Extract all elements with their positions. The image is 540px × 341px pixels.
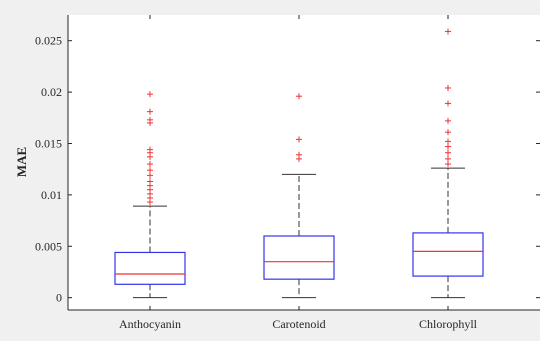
y-tick-label: 0.01 [41, 188, 62, 202]
outlier-marker [445, 149, 451, 156]
outlier-marker [147, 167, 153, 174]
x-tick-labels: Anthocyanin Carotenoid Chlorophyll [119, 317, 478, 331]
outlier-marker [445, 100, 451, 107]
outlier-marker [445, 143, 451, 150]
y-tick-label: 0.005 [35, 239, 62, 253]
y-tick-labels: 0 0.005 0.01 0.015 0.02 0.025 [35, 34, 62, 305]
x-tick-label: Carotenoid [272, 317, 325, 331]
outlier-marker [445, 129, 451, 136]
iqr-box [263, 235, 335, 280]
outlier-marker [147, 116, 153, 123]
y-tick-label: 0 [56, 291, 62, 305]
outlier-marker [147, 146, 153, 153]
box-chlorophyll [412, 28, 484, 299]
outlier-marker [147, 91, 153, 98]
iqr-box [114, 251, 186, 285]
box-carotenoid [263, 93, 335, 299]
iqr-box [412, 232, 484, 277]
box-anthocyanin [114, 91, 186, 299]
outlier-marker [147, 178, 153, 185]
outlier-marker [445, 84, 451, 91]
outlier-marker [445, 155, 451, 162]
y-axis-label: MAE [14, 147, 29, 177]
outlier-marker [296, 136, 302, 143]
outlier-marker [296, 151, 302, 158]
outlier-marker [445, 138, 451, 145]
plot-area [68, 15, 540, 310]
x-tick-label: Anthocyanin [119, 317, 181, 331]
outlier-marker [147, 172, 153, 179]
outlier-marker [147, 108, 153, 115]
outlier-marker [445, 117, 451, 124]
x-tick-label: Chlorophyll [419, 317, 478, 331]
outlier-marker [147, 161, 153, 168]
outlier-marker [445, 28, 451, 35]
y-tick-label: 0.02 [41, 85, 62, 99]
y-tick-label: 0.025 [35, 34, 62, 48]
outlier-marker [445, 161, 451, 168]
outlier-marker [296, 93, 302, 100]
boxes [114, 28, 484, 299]
axes [67, 15, 540, 311]
y-tick-label: 0.015 [35, 136, 62, 150]
